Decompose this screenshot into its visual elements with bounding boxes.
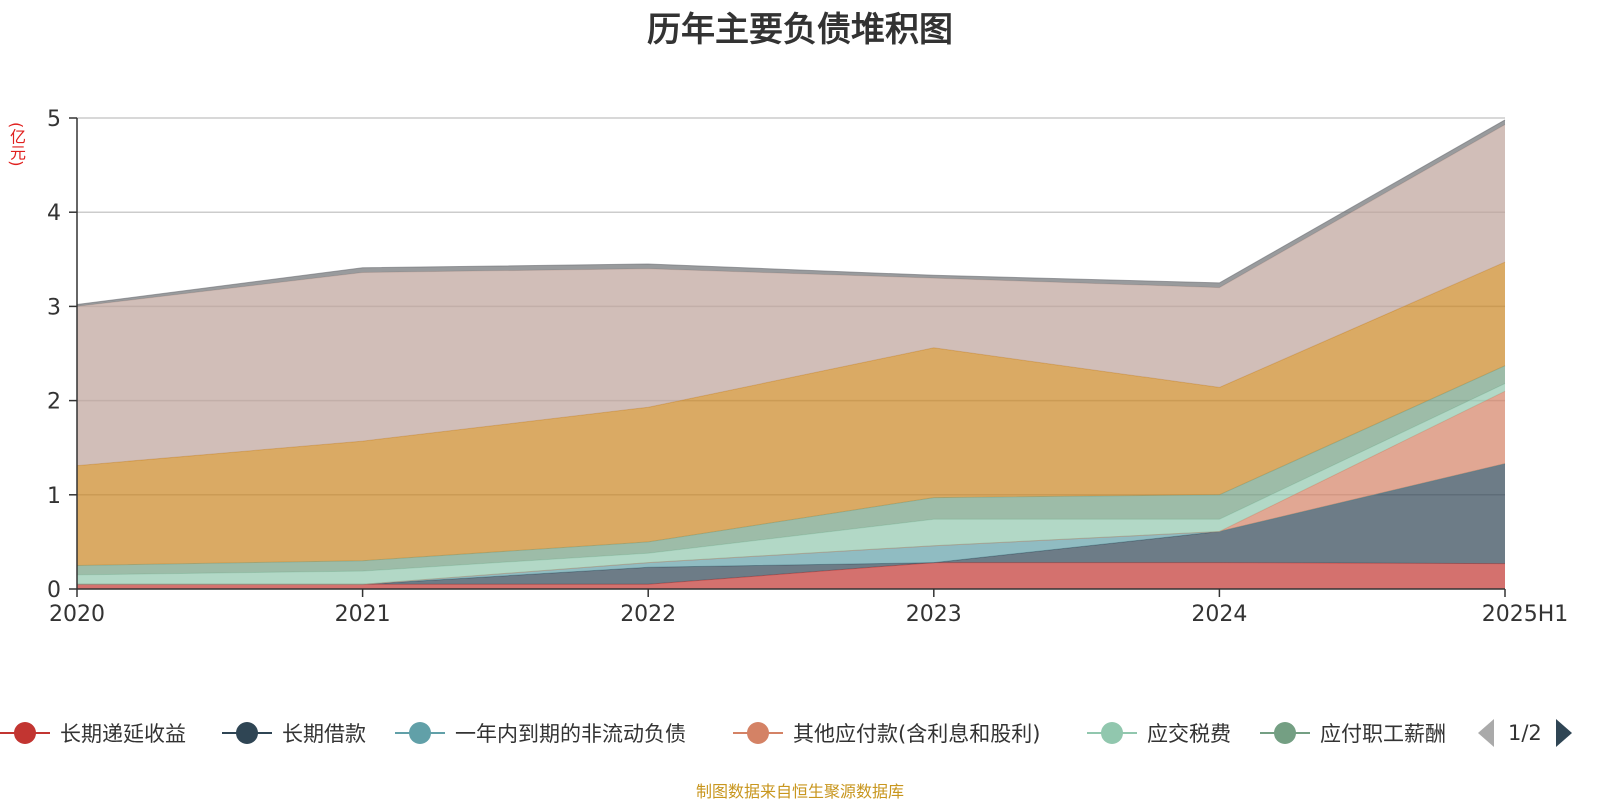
legend-items: 长期递延收益 长期借款 一年内到期的非流动负债 其他应付款(含利息和股利) 应交税费 应付… [0, 713, 1465, 753]
chart-title: 历年主要负债堆积图 [647, 10, 953, 50]
legend-label: 应交税费 [1147, 722, 1231, 746]
legend-item[interactable]: 应付职工薪酬 [1260, 713, 1446, 753]
area-series-1 [77, 562, 1505, 589]
legend-marker-icon [222, 713, 272, 753]
legend-marker-icon [395, 713, 445, 753]
x-tick-label: 2022 [620, 602, 676, 627]
y-tick-label: 2 [47, 390, 61, 415]
legend-marker-icon [0, 713, 50, 753]
x-tick-label: 2020 [49, 602, 105, 627]
x-tick-label: 2025H1 [1482, 602, 1569, 627]
legend-item[interactable]: 长期借款 [222, 713, 366, 753]
series-line-9 [76, 119, 1506, 305]
legend-label: 其他应付款(含利息和股利) [793, 722, 1041, 746]
legend-item[interactable]: 长期递延收益 [0, 713, 186, 753]
area-series-3 [77, 463, 1505, 585]
legend: 长期递延收益 长期借款 一年内到期的非流动负债 其他应付款(含利息和股利) 应交税费 应付… [0, 713, 1600, 753]
legend-marker-icon [1260, 713, 1310, 753]
legend-label: 长期借款 [282, 722, 366, 746]
axes: 0 1 2 3 4 5 2020 2021 2022 2023 2024 2025H1 [47, 107, 1568, 627]
data-source-note: 制图数据来自恒生聚源数据库 [695, 782, 904, 801]
y-tick-label: 4 [47, 201, 61, 226]
legend-label: 应付职工薪酬 [1320, 722, 1446, 746]
area-series-8 [77, 124, 1505, 466]
y-tick-label: 0 [47, 578, 61, 603]
stacked-area-chart: 0 1 2 3 4 5 2020 2021 2022 2023 2024 2025H1 [47, 107, 1568, 627]
x-tick-label: 2023 [906, 602, 962, 627]
area-series-6 [77, 365, 1505, 575]
legend-label: 一年内到期的非流动负债 [455, 722, 686, 746]
legend-pager: 1/2 [1478, 713, 1572, 753]
legend-label: 长期递延收益 [60, 722, 186, 746]
legend-marker-icon [733, 713, 783, 753]
legend-item[interactable]: 一年内到期的非流动负债 [395, 713, 686, 753]
y-tick-label: 5 [47, 107, 61, 132]
legend-item[interactable]: 应交税费 [1087, 713, 1231, 753]
y-axis-unit-label: (亿元) [7, 122, 26, 167]
area-series-5 [77, 383, 1505, 585]
y-tick-label: 1 [47, 484, 61, 509]
legend-marker-icon [1087, 713, 1137, 753]
y-tick-label: 3 [47, 295, 61, 320]
x-tick-label: 2024 [1191, 602, 1247, 627]
legend-page-indicator: 1/2 [1508, 721, 1542, 745]
area-series-7 [77, 262, 1505, 566]
x-tick-label: 2021 [335, 602, 391, 627]
area-series [76, 119, 1506, 589]
area-series-2 [77, 463, 1505, 585]
legend-prev-arrow-icon[interactable] [1478, 719, 1494, 747]
legend-next-arrow-icon[interactable] [1555, 719, 1572, 747]
area-series-9 [77, 119, 1505, 307]
legend-item[interactable]: 其他应付款(含利息和股利) [733, 713, 1040, 753]
